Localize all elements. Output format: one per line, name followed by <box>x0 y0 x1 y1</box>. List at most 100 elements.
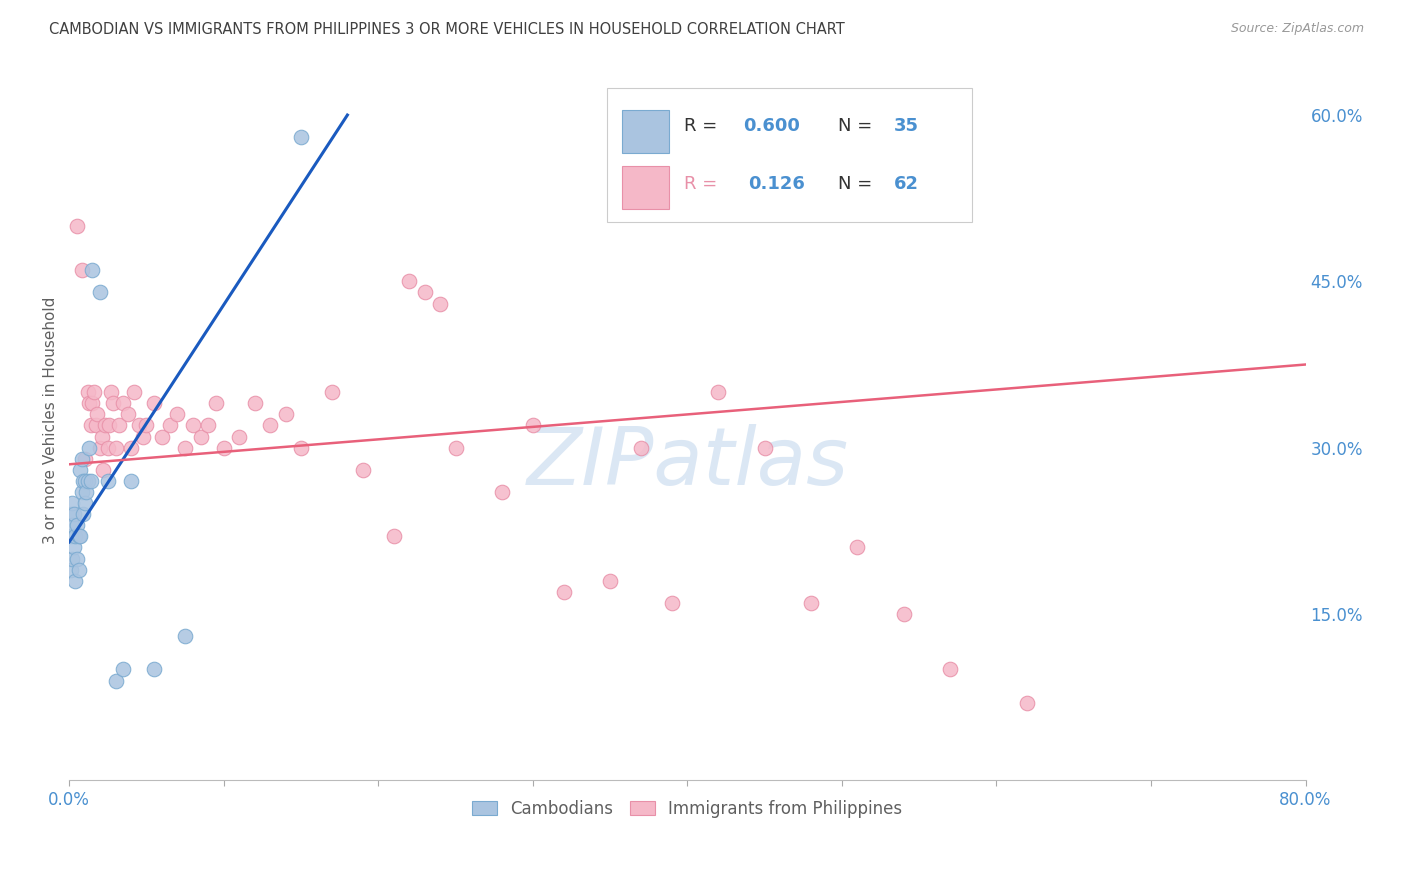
Point <box>553 584 575 599</box>
Point <box>60 551 83 566</box>
Point <box>90 429 112 443</box>
Point <box>398 274 420 288</box>
Point <box>67 563 90 577</box>
Text: 0.600: 0.600 <box>742 117 800 135</box>
Point <box>59 563 82 577</box>
Point <box>132 429 155 443</box>
Point <box>104 673 127 688</box>
Point <box>197 418 219 433</box>
Point <box>800 596 823 610</box>
Point <box>429 296 451 310</box>
Point <box>76 474 98 488</box>
Point <box>290 441 312 455</box>
Point <box>939 662 962 676</box>
FancyBboxPatch shape <box>621 110 669 153</box>
Point <box>66 551 89 566</box>
Text: ZIPatlas: ZIPatlas <box>526 425 848 502</box>
Text: R =: R = <box>683 176 728 194</box>
Point <box>80 418 103 433</box>
FancyBboxPatch shape <box>621 166 669 209</box>
Point <box>65 574 87 588</box>
Point <box>274 408 297 422</box>
Point <box>112 396 135 410</box>
Point <box>159 418 181 433</box>
Point <box>63 507 86 521</box>
Point <box>72 507 94 521</box>
Point <box>79 441 101 455</box>
Point <box>84 418 107 433</box>
Point <box>181 418 204 433</box>
Point <box>122 385 145 400</box>
Point <box>444 441 467 455</box>
Point <box>143 662 166 676</box>
Point <box>491 485 513 500</box>
Point <box>72 474 94 488</box>
Point <box>166 408 188 422</box>
Point <box>100 385 122 400</box>
Point <box>205 396 228 410</box>
Point <box>91 463 114 477</box>
Point <box>67 529 90 543</box>
Point <box>79 396 101 410</box>
Point <box>754 441 776 455</box>
Text: 35: 35 <box>894 117 920 135</box>
Text: Source: ZipAtlas.com: Source: ZipAtlas.com <box>1230 22 1364 36</box>
Point <box>120 474 142 488</box>
Text: N =: N = <box>838 176 879 194</box>
Point <box>76 385 98 400</box>
Point <box>107 418 129 433</box>
Point <box>82 263 104 277</box>
Point <box>63 541 86 555</box>
Point <box>80 474 103 488</box>
Point <box>101 396 124 410</box>
Point <box>70 485 93 500</box>
Point <box>89 441 111 455</box>
Text: R =: R = <box>683 117 723 135</box>
Point <box>66 518 89 533</box>
Point <box>321 385 343 400</box>
Point <box>413 285 436 300</box>
Point <box>522 418 544 433</box>
Point <box>86 408 108 422</box>
Point <box>59 507 82 521</box>
Point <box>174 629 197 643</box>
Point <box>212 441 235 455</box>
FancyBboxPatch shape <box>607 88 972 222</box>
Point <box>82 396 104 410</box>
Point <box>143 396 166 410</box>
Point <box>112 662 135 676</box>
Point <box>97 441 120 455</box>
Point <box>893 607 915 621</box>
Point <box>69 463 91 477</box>
Point <box>70 263 93 277</box>
Point <box>382 529 405 543</box>
Point <box>97 474 120 488</box>
Point <box>65 529 87 543</box>
Point <box>661 596 683 610</box>
Point <box>60 496 83 510</box>
Point <box>98 418 121 433</box>
Point <box>60 518 83 533</box>
Point <box>94 418 117 433</box>
Point <box>290 130 312 145</box>
Point <box>73 451 96 466</box>
Point <box>135 418 157 433</box>
Point <box>190 429 212 443</box>
Point <box>1017 696 1039 710</box>
Point <box>83 385 105 400</box>
Point <box>243 396 266 410</box>
Point <box>846 541 869 555</box>
Point <box>69 529 91 543</box>
Text: 0.126: 0.126 <box>748 176 804 194</box>
Y-axis label: 3 or more Vehicles in Household: 3 or more Vehicles in Household <box>44 296 58 543</box>
Point <box>75 485 97 500</box>
Point <box>259 418 281 433</box>
Point <box>73 496 96 510</box>
Point <box>150 429 173 443</box>
Point <box>73 474 96 488</box>
Point <box>599 574 621 588</box>
Text: CAMBODIAN VS IMMIGRANTS FROM PHILIPPINES 3 OR MORE VEHICLES IN HOUSEHOLD CORRELA: CAMBODIAN VS IMMIGRANTS FROM PHILIPPINES… <box>49 22 845 37</box>
Point <box>89 285 111 300</box>
Text: N =: N = <box>838 117 879 135</box>
Point <box>66 219 89 233</box>
